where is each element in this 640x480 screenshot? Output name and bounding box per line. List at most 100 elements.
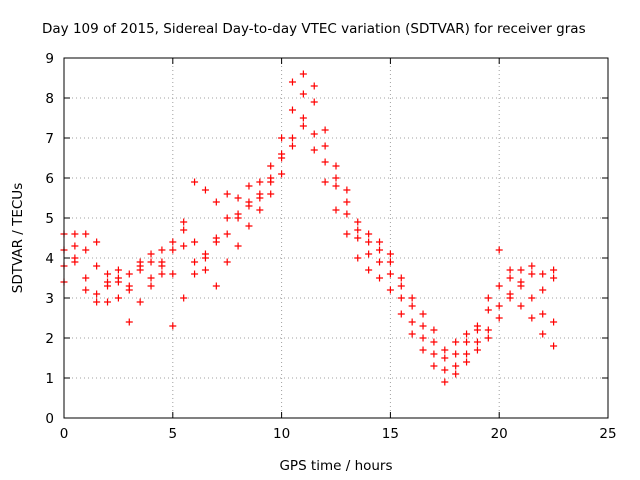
data-point bbox=[82, 230, 90, 238]
series-4 bbox=[60, 70, 558, 354]
data-point bbox=[267, 190, 275, 198]
data-point bbox=[158, 246, 166, 254]
y-tick-label: 8 bbox=[45, 91, 54, 107]
chart-title: Day 109 of 2015, Sidereal Day-to-day VTE… bbox=[42, 21, 586, 37]
data-point bbox=[419, 334, 427, 342]
data-point bbox=[299, 114, 307, 122]
data-point bbox=[376, 238, 384, 246]
data-point bbox=[539, 330, 547, 338]
data-point bbox=[278, 150, 286, 158]
data-point bbox=[430, 350, 438, 358]
data-point bbox=[397, 282, 405, 290]
data-point bbox=[93, 298, 101, 306]
data-point bbox=[114, 266, 122, 274]
data-point bbox=[365, 230, 373, 238]
data-point bbox=[452, 370, 460, 378]
data-point bbox=[376, 274, 384, 282]
data-point bbox=[343, 186, 351, 194]
data-point bbox=[452, 338, 460, 346]
data-point bbox=[321, 158, 329, 166]
data-point bbox=[191, 238, 199, 246]
data-point bbox=[256, 178, 264, 186]
data-point bbox=[223, 230, 231, 238]
grid-lines bbox=[64, 58, 608, 418]
data-point bbox=[234, 210, 242, 218]
data-point bbox=[463, 338, 471, 346]
data-point bbox=[147, 258, 155, 266]
data-point bbox=[147, 274, 155, 282]
data-point bbox=[212, 198, 220, 206]
data-point bbox=[495, 282, 503, 290]
data-point bbox=[321, 178, 329, 186]
data-point bbox=[223, 214, 231, 222]
data-point bbox=[386, 270, 394, 278]
data-point bbox=[169, 270, 177, 278]
data-point bbox=[419, 346, 427, 354]
data-point bbox=[278, 170, 286, 178]
data-point bbox=[147, 282, 155, 290]
data-point bbox=[463, 358, 471, 366]
data-point bbox=[310, 98, 318, 106]
data-point bbox=[234, 194, 242, 202]
data-point bbox=[441, 354, 449, 362]
data-point bbox=[158, 270, 166, 278]
data-point bbox=[234, 242, 242, 250]
data-point bbox=[397, 274, 405, 282]
data-point bbox=[386, 286, 394, 294]
y-tick-label: 2 bbox=[45, 331, 54, 347]
data-point bbox=[201, 186, 209, 194]
data-point bbox=[104, 270, 112, 278]
data-point bbox=[201, 250, 209, 258]
data-point bbox=[539, 270, 547, 278]
series-3 bbox=[60, 90, 558, 362]
data-point bbox=[245, 222, 253, 230]
data-point bbox=[125, 318, 133, 326]
data-point bbox=[506, 294, 514, 302]
data-point bbox=[517, 266, 525, 274]
data-point bbox=[180, 242, 188, 250]
data-point bbox=[104, 298, 112, 306]
data-point bbox=[71, 242, 79, 250]
data-point bbox=[310, 130, 318, 138]
data-point bbox=[104, 278, 112, 286]
data-point bbox=[430, 362, 438, 370]
y-tick-label: 6 bbox=[45, 171, 54, 187]
data-point bbox=[397, 294, 405, 302]
data-point bbox=[397, 310, 405, 318]
data-point bbox=[332, 206, 340, 214]
data-point bbox=[82, 286, 90, 294]
data-point bbox=[125, 282, 133, 290]
data-point bbox=[484, 334, 492, 342]
data-point bbox=[299, 122, 307, 130]
data-point bbox=[473, 338, 481, 346]
data-point bbox=[495, 246, 503, 254]
data-point bbox=[506, 274, 514, 282]
y-tick-label: 4 bbox=[45, 251, 54, 267]
data-point bbox=[321, 126, 329, 134]
data-point bbox=[310, 82, 318, 90]
data-point bbox=[365, 266, 373, 274]
data-point bbox=[376, 258, 384, 266]
data-point bbox=[191, 258, 199, 266]
data-point bbox=[484, 326, 492, 334]
data-point bbox=[169, 238, 177, 246]
y-axis-label: SDTVAR / TECUs bbox=[10, 183, 26, 293]
plot-frame bbox=[63, 57, 609, 419]
y-tick-label: 9 bbox=[45, 51, 54, 67]
data-point bbox=[245, 198, 253, 206]
data-point bbox=[158, 262, 166, 270]
data-point bbox=[288, 106, 296, 114]
data-point bbox=[386, 250, 394, 258]
data-point bbox=[93, 262, 101, 270]
data-point bbox=[256, 190, 264, 198]
data-point bbox=[212, 238, 220, 246]
data-point bbox=[223, 190, 231, 198]
data-point bbox=[332, 174, 340, 182]
data-point bbox=[267, 174, 275, 182]
data-point bbox=[506, 266, 514, 274]
plot-area bbox=[60, 70, 558, 386]
x-tick-label: 5 bbox=[169, 426, 178, 442]
data-point bbox=[386, 258, 394, 266]
data-point bbox=[256, 206, 264, 214]
